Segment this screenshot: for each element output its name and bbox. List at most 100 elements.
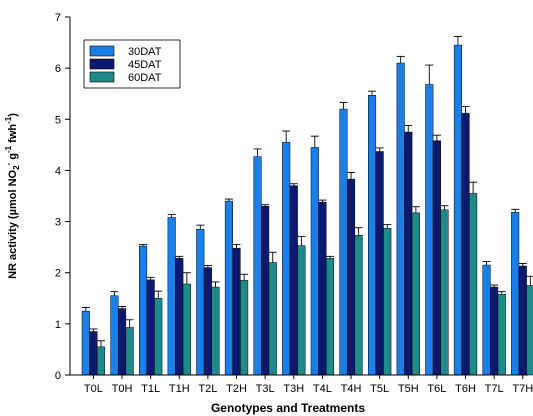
x-tick-label-t1l: T1L	[141, 383, 160, 395]
error-bar-60dat-t0h	[125, 319, 134, 328]
bar-45dat-t6h	[461, 112, 470, 376]
bar-60dat-t0l	[96, 346, 106, 376]
x-tick-label-t3h: T3H	[283, 383, 304, 395]
error-bars-layer	[81, 35, 533, 347]
x-tick-label-t0h: T0H	[112, 383, 133, 395]
x-tick-label-t0l: T0L	[84, 383, 103, 395]
error-bar-45dat-t6l	[432, 134, 441, 141]
bar-30dat-t3h	[282, 142, 291, 376]
error-bar-60dat-t5h	[411, 206, 420, 213]
bar-45dat-t4h	[346, 178, 356, 376]
error-bar-45dat-t2l	[203, 265, 212, 268]
bar-60dat-t1h	[182, 283, 191, 376]
x-tick-label-t2h: T2H	[226, 383, 247, 395]
y-tick-label-2: 2	[55, 268, 61, 280]
y-tick-label-5: 5	[55, 114, 61, 126]
y-tick-label-3: 3	[55, 217, 61, 229]
error-bar-45dat-t3l	[261, 204, 270, 207]
error-bar-45dat-t6h	[461, 106, 470, 114]
error-bar-30dat-t6h	[453, 35, 462, 46]
error-bar-30dat-t1h	[167, 213, 176, 218]
error-bar-45dat-t4h	[347, 172, 356, 180]
error-bar-45dat-t1l	[146, 276, 155, 280]
bar-60dat-t6l	[440, 209, 449, 376]
bar-60dat-t0h	[125, 327, 134, 376]
error-bar-60dat-t7h	[526, 275, 533, 286]
bar-30dat-t5h	[396, 62, 405, 376]
error-bar-30dat-t0l	[81, 307, 90, 312]
y-axis-label-sub1: 2	[12, 165, 21, 170]
legend: 30DAT 45DAT 60DAT	[83, 39, 181, 89]
bar-60dat-t5l	[383, 227, 392, 376]
bar-30dat-t6h	[453, 44, 462, 376]
x-tick-label-t4l: T4L	[313, 383, 332, 395]
y-tick-label-7: 7	[55, 12, 61, 24]
x-tick-label-t3l: T3L	[256, 383, 275, 395]
bar-60dat-t3l	[268, 262, 277, 376]
bar-30dat-t2h	[224, 200, 233, 376]
error-bar-60dat-t1l	[154, 290, 163, 299]
x-tick-label-t5l: T5L	[370, 383, 389, 395]
bar-45dat-t4l	[318, 201, 327, 376]
x-tick-label-t7h: T7H	[512, 383, 533, 395]
legend-label-45dat: 45DAT	[128, 59, 162, 71]
error-bar-60dat-t2h	[240, 273, 249, 281]
error-bar-45dat-t2h	[232, 244, 241, 249]
bar-60dat-t6h	[469, 193, 478, 376]
bar-45dat-t1l	[146, 279, 155, 376]
x-axis-label: Genotypes and Treatments	[211, 401, 365, 415]
legend-label-30dat: 30DAT	[128, 46, 162, 58]
bar-30dat-t0h	[110, 295, 119, 376]
error-bar-30dat-t2h	[224, 198, 233, 202]
y-axis-label-sup2: -1	[4, 145, 13, 153]
error-bar-45dat-t4l	[318, 199, 327, 203]
bar-30dat-t1h	[167, 217, 176, 376]
y-tick-label-1: 1	[55, 319, 61, 331]
bar-45dat-t5l	[375, 151, 384, 376]
y-axis-label-suffix: )	[7, 113, 19, 117]
bar-30dat-t3l	[253, 156, 262, 376]
error-bar-30dat-t4l	[310, 135, 319, 148]
bar-30dat-t5l	[368, 94, 377, 376]
y-axis-label-mid: g	[7, 153, 19, 163]
bar-60dat-t5h	[411, 212, 420, 376]
error-bar-45dat-t0l	[89, 328, 98, 332]
bar-30dat-t2l	[196, 228, 205, 376]
bar-60dat-t7h	[526, 285, 533, 376]
bar-45dat-t7h	[518, 265, 527, 376]
y-axis-label-prefix: NR activity (µmol NO	[7, 169, 19, 278]
x-tick-label-t7l: T7L	[485, 383, 504, 395]
error-bar-45dat-t5h	[404, 124, 413, 133]
legend-label-60dat: 60DAT	[128, 72, 162, 84]
legend-swatch-45dat	[89, 58, 115, 70]
error-bar-60dat-t5l	[383, 224, 392, 229]
y-tick-label-0: 0	[55, 370, 61, 382]
bar-45dat-t2l	[203, 267, 212, 376]
bar-60dat-t1l	[154, 298, 163, 376]
bar-45dat-t0h	[117, 308, 127, 376]
error-bar-45dat-t3h	[289, 183, 298, 186]
error-bar-60dat-t6h	[469, 181, 478, 194]
error-bar-30dat-t5l	[368, 90, 377, 96]
error-bar-30dat-t5h	[396, 55, 405, 64]
error-bar-30dat-t4h	[339, 101, 348, 110]
error-bar-60dat-t1h	[182, 272, 191, 284]
bar-60dat-t2l	[211, 286, 220, 376]
bar-60dat-t2h	[240, 280, 249, 376]
error-bar-45dat-t5l	[375, 147, 384, 152]
error-bar-30dat-t1l	[139, 244, 148, 247]
bar-60dat-t4h	[354, 235, 363, 376]
y-tick-label-4: 4	[55, 165, 61, 177]
bar-30dat-t4h	[339, 108, 348, 376]
bar-60dat-t4l	[325, 258, 335, 376]
x-tick-label-t2l: T2L	[198, 383, 217, 395]
bar-30dat-t1l	[139, 245, 148, 376]
bar-45dat-t0l	[89, 331, 98, 376]
x-tick-label-t4h: T4H	[341, 383, 362, 395]
bar-30dat-t0l	[81, 310, 90, 376]
error-bar-60dat-t0l	[97, 340, 105, 347]
y-tick-label-6: 6	[55, 63, 61, 75]
error-bar-60dat-t6l	[440, 205, 449, 210]
bars-layer	[81, 44, 533, 376]
